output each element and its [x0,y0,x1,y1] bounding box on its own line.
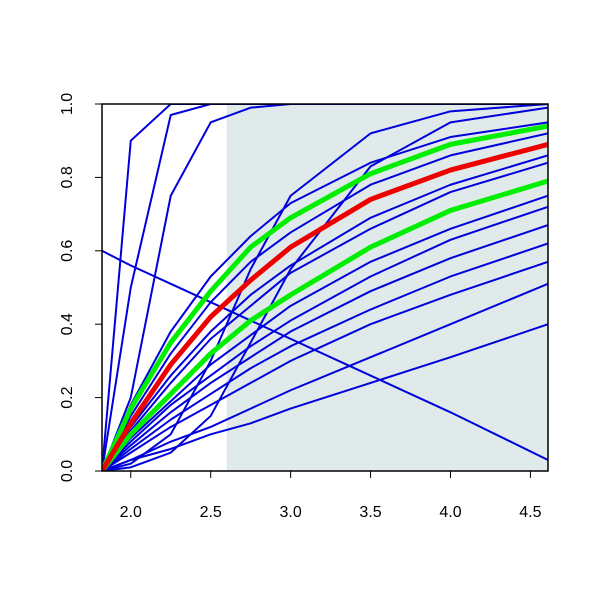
x-tick-label: 2.5 [200,504,222,521]
curve [102,104,548,471]
curve [102,154,548,471]
curve [102,323,548,471]
curve [102,161,548,471]
y-tick-label: 1.0 [59,93,76,115]
curve [102,106,548,471]
y-tick-label: 0.4 [59,313,76,335]
y-tick-label: 0.2 [59,386,76,408]
curve [102,242,548,471]
curve [102,123,548,471]
curve [102,141,548,471]
curve [102,104,548,471]
curve [102,205,548,471]
series-group [102,104,548,471]
x-tick-label: 4.0 [439,504,461,521]
y-tick-label: 0.0 [59,460,76,482]
curve [102,178,548,471]
y-tick-label: 0.8 [59,166,76,188]
curve [102,104,548,471]
x-tick-label: 3.0 [280,504,302,521]
x-tick-label: 2.0 [120,504,142,521]
curve [102,260,548,471]
curve [102,224,548,471]
curve [102,104,548,471]
plot-frame [101,103,549,472]
curve [102,132,548,471]
x-tick-label: 3.5 [359,504,381,521]
curve [102,121,548,471]
y-tick-label: 0.6 [59,240,76,262]
x-tick-label: 4.5 [519,504,541,521]
curve [102,194,548,471]
